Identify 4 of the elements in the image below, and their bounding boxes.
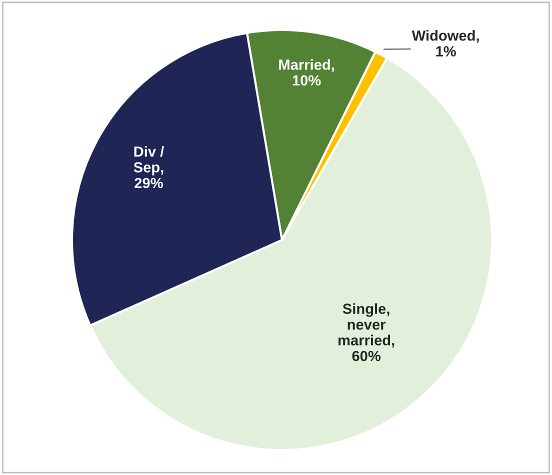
slice-label: Single, never married, 60% [338,303,394,362]
slice-label: Married, 10% [279,59,334,86]
slice-label: Div / Sep, 29% [134,146,164,188]
slice-label: Widowed, 1% [412,30,479,56]
